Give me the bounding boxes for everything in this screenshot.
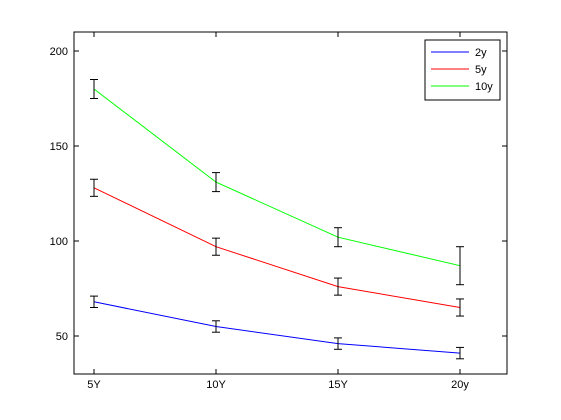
x-axis: 5Y 10Y 15Y 20y <box>87 32 469 391</box>
series-10y <box>90 79 464 286</box>
y-tick-label: 200 <box>50 46 68 58</box>
y-axis: 50 100 150 200 <box>50 46 507 343</box>
legend-label: 2y <box>475 47 487 59</box>
legend-item: 5y <box>431 64 487 76</box>
legend: 2y 5y 10y <box>424 39 501 101</box>
legend-item: 2y <box>431 47 487 59</box>
series-5y <box>90 178 464 317</box>
series-2y <box>90 295 464 360</box>
legend-label: 5y <box>475 64 487 76</box>
series-line <box>93 187 461 308</box>
x-tick-label: 20y <box>451 379 469 391</box>
x-tick-label: 15Y <box>328 379 348 391</box>
legend-box <box>424 39 501 101</box>
series-layer <box>90 79 464 360</box>
y-tick-label: 50 <box>56 331 68 343</box>
legend-label: 10y <box>475 81 493 93</box>
series-line <box>93 88 461 267</box>
y-tick-label: 100 <box>50 236 68 248</box>
series-line <box>93 301 461 354</box>
x-tick-label: 5Y <box>87 379 101 391</box>
y-tick-label: 150 <box>50 141 68 153</box>
x-tick-label: 10Y <box>206 379 226 391</box>
legend-item: 10y <box>431 81 493 93</box>
